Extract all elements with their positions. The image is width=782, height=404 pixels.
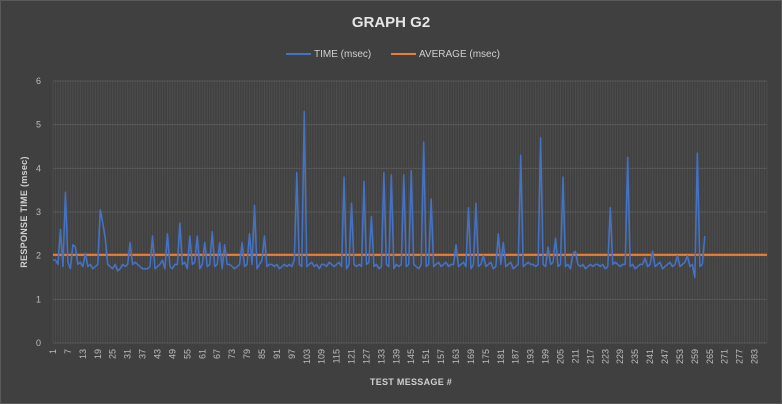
x-tick-label: 265 xyxy=(705,349,715,364)
x-tick-label: 217 xyxy=(585,349,595,364)
y-tick-label: 4 xyxy=(36,163,41,173)
y-tick-label: 3 xyxy=(36,207,41,217)
x-tick-label: 223 xyxy=(600,349,610,364)
y-tick-label: 1 xyxy=(36,294,41,304)
x-tick-label: 37 xyxy=(138,349,148,359)
x-tick-label: 19 xyxy=(93,349,103,359)
x-tick-label: 61 xyxy=(197,349,207,359)
x-tick-label: 121 xyxy=(347,349,357,364)
x-tick-label: 25 xyxy=(108,349,118,359)
x-tick-label: 205 xyxy=(556,349,566,364)
x-tick-label: 1 xyxy=(48,349,58,354)
x-tick-label: 109 xyxy=(317,349,327,364)
x-axis-ticks: 1 7 13 19 25 31 37 43 49 55 61 67 73 79 85 91 97 103 109 11… xyxy=(48,349,760,364)
x-tick-label: 133 xyxy=(376,349,386,364)
x-tick-label: 73 xyxy=(227,349,237,359)
x-tick-label: 97 xyxy=(287,349,297,359)
x-tick-label: 139 xyxy=(391,349,401,364)
x-tick-label: 247 xyxy=(660,349,670,364)
x-tick-label: 67 xyxy=(212,349,222,359)
x-tick-label: 91 xyxy=(272,349,282,359)
x-tick-label: 79 xyxy=(242,349,252,359)
x-axis-label: TEST MESSAGE # xyxy=(370,377,452,387)
x-tick-label: 31 xyxy=(123,349,133,359)
x-tick-label: 115 xyxy=(332,349,342,363)
x-tick-label: 163 xyxy=(451,349,461,364)
legend-label-average: AVERAGE (msec) xyxy=(419,49,500,60)
x-tick-label: 103 xyxy=(302,349,312,364)
y-axis-ticks: 0 1 2 3 4 5 6 xyxy=(36,76,41,348)
x-tick-label: 283 xyxy=(750,349,760,364)
x-tick-label: 49 xyxy=(167,349,177,359)
x-tick-label: 145 xyxy=(406,349,416,364)
x-tick-label: 253 xyxy=(675,349,685,364)
x-tick-label: 175 xyxy=(481,349,491,364)
y-tick-label: 2 xyxy=(36,251,41,261)
x-tick-label: 235 xyxy=(630,349,640,364)
x-tick-label: 55 xyxy=(182,349,192,359)
y-tick-label: 6 xyxy=(36,76,41,86)
x-tick-label: 181 xyxy=(496,349,506,364)
x-tick-label: 7 xyxy=(63,349,73,354)
y-tick-label: 0 xyxy=(36,338,41,348)
x-tick-label: 85 xyxy=(257,349,267,359)
x-tick-label: 241 xyxy=(645,349,655,364)
x-tick-label: 127 xyxy=(361,349,371,364)
x-tick-label: 169 xyxy=(466,349,476,364)
x-tick-label: 271 xyxy=(720,349,730,364)
x-tick-label: 187 xyxy=(511,349,521,364)
x-tick-label: 259 xyxy=(690,349,700,364)
legend: TIME (msec) AVERAGE (msec) xyxy=(286,49,500,60)
x-tick-label: 277 xyxy=(735,349,745,364)
chart-title: GRAPH G2 xyxy=(352,14,430,31)
series-group xyxy=(53,110,767,279)
x-tick-label: 151 xyxy=(421,349,431,364)
x-tick-label: 13 xyxy=(78,349,88,359)
y-tick-label: 5 xyxy=(36,120,41,130)
y-axis-label: RESPONSE TIME (msec) xyxy=(19,156,29,268)
x-tick-label: 193 xyxy=(526,349,536,364)
legend-label-time: TIME (msec) xyxy=(314,49,371,60)
x-tick-label: 43 xyxy=(152,349,162,359)
x-tick-label: 157 xyxy=(436,349,446,364)
x-tick-label: 229 xyxy=(615,349,625,364)
x-tick-label: 199 xyxy=(541,349,551,364)
x-tick-label: 211 xyxy=(570,349,580,363)
series-line-time xyxy=(53,110,706,279)
